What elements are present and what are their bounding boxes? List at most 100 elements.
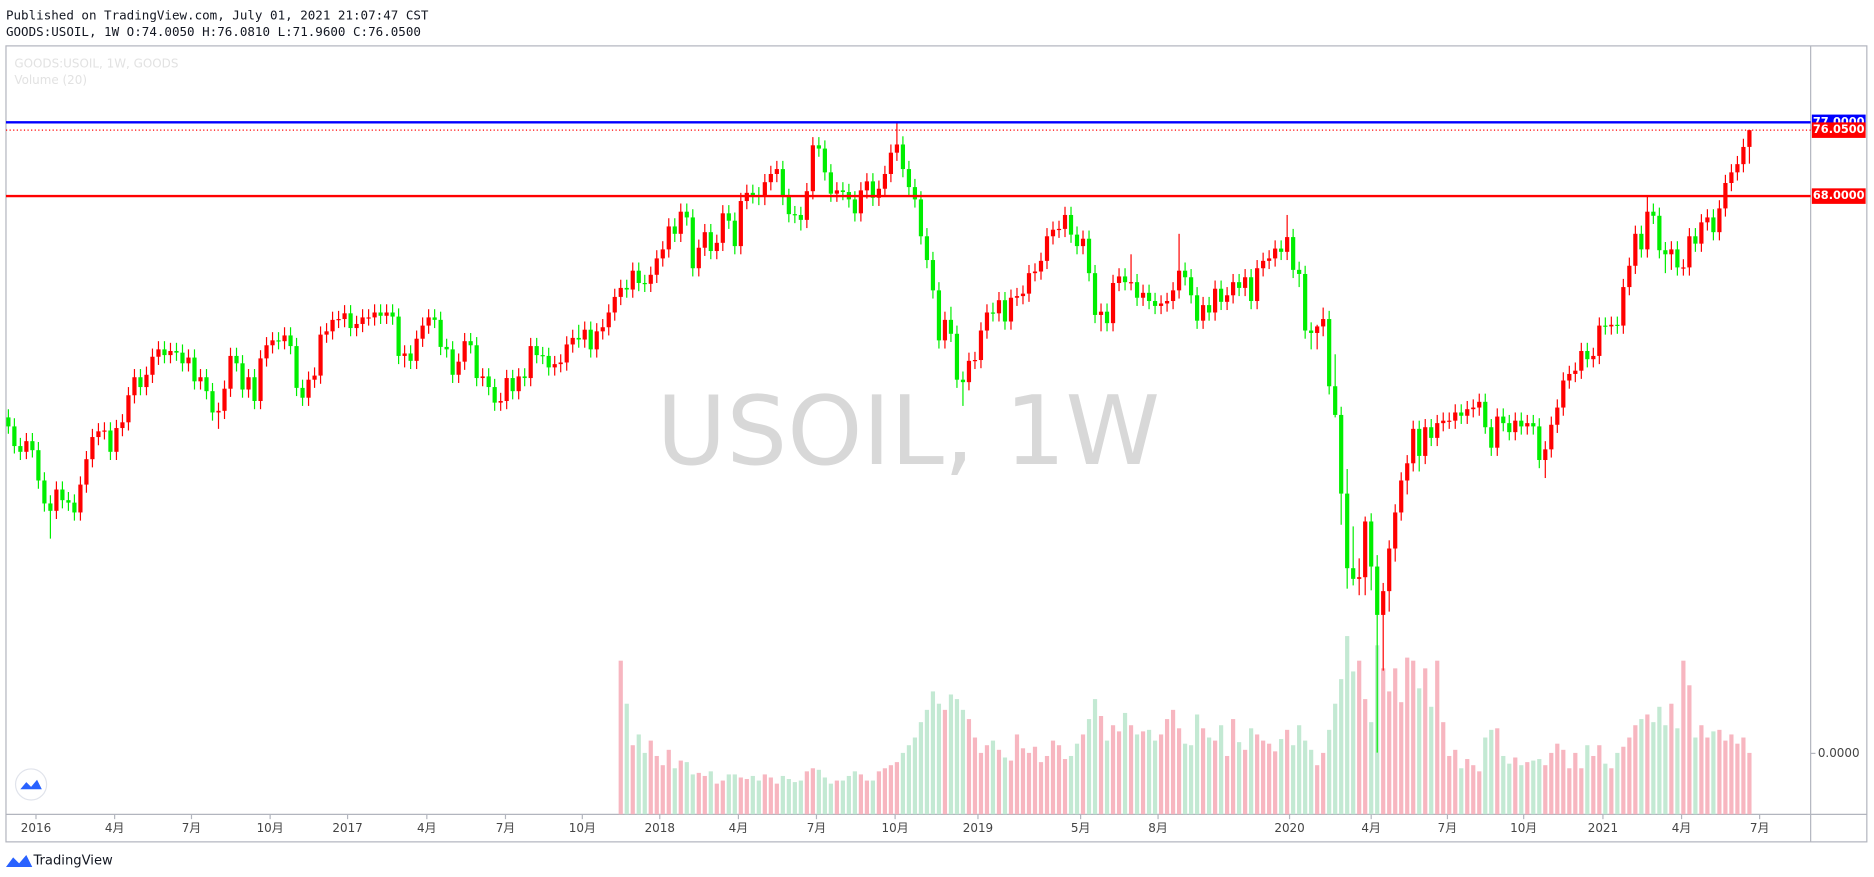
x-tick-label: 5月 — [1071, 821, 1091, 835]
candle-body — [54, 489, 59, 511]
candle-body — [264, 345, 269, 359]
volume-bar — [1585, 745, 1590, 815]
candle-body — [810, 145, 815, 192]
x-tick-label: 7月 — [1438, 821, 1458, 835]
candle-body — [60, 489, 65, 501]
volume-bar — [1591, 755, 1596, 815]
x-tick-label: 10月 — [1510, 821, 1537, 835]
candle-body — [870, 181, 875, 198]
candle-body — [576, 337, 581, 340]
volume-bar — [1104, 740, 1110, 815]
volume-bar — [1441, 722, 1446, 815]
candle-body — [246, 377, 251, 390]
volume-bar — [1098, 716, 1104, 815]
candle-body — [18, 446, 23, 452]
volume-bar — [708, 771, 713, 815]
brand-icon — [5, 855, 33, 867]
candle-body — [1495, 416, 1500, 448]
x-tick-label: 4月 — [417, 821, 437, 835]
candle-body — [1050, 229, 1056, 237]
volume-bar — [672, 768, 677, 815]
volume-bar — [1086, 719, 1092, 815]
volume-bar — [1249, 728, 1254, 815]
volume-bar — [1176, 728, 1182, 815]
candle-body — [90, 437, 95, 460]
volume-bar — [1567, 768, 1572, 815]
logo-circle[interactable] — [14, 768, 48, 801]
volume-bar — [1681, 660, 1686, 815]
volume-bar — [1267, 743, 1272, 815]
candle-body — [438, 319, 443, 347]
volume-bar — [1423, 668, 1428, 815]
candle-body — [462, 341, 467, 362]
candle-body — [1663, 250, 1668, 255]
candle-body — [1381, 591, 1386, 615]
candle-body — [186, 357, 191, 364]
candle-body — [1285, 237, 1290, 252]
volume-bar — [1543, 765, 1548, 815]
candle-body — [1044, 236, 1050, 261]
candle-body — [1645, 211, 1650, 250]
volume-bar — [1110, 725, 1116, 815]
volume-bar — [1381, 668, 1386, 815]
candle-body — [102, 430, 107, 432]
volume-bar — [654, 755, 659, 815]
volume-bar — [1465, 759, 1470, 815]
candle-body — [876, 188, 881, 198]
candle-body — [1435, 423, 1440, 438]
volume-bar — [816, 769, 821, 815]
volume-bar — [1032, 746, 1038, 815]
legend-volume: Volume (20) — [14, 73, 87, 87]
tv-logo-button[interactable] — [14, 768, 48, 801]
candle-body — [300, 387, 305, 398]
candle-body — [330, 319, 335, 332]
candle-body — [732, 220, 737, 247]
candle-body — [360, 317, 365, 324]
volume-bar — [1477, 771, 1482, 815]
volume-bar — [846, 775, 851, 815]
candle-body — [516, 376, 521, 392]
candle-body — [1483, 401, 1488, 428]
candle-body — [1134, 282, 1140, 298]
candle-body — [198, 377, 203, 382]
candle-body — [192, 357, 197, 382]
volume-bar — [1014, 734, 1020, 815]
candle-body — [1741, 146, 1746, 165]
logo-icon[interactable] — [20, 779, 42, 790]
x-tick-label: 2018 — [645, 821, 675, 835]
volume-bar — [624, 703, 629, 815]
candle-body — [1519, 420, 1524, 427]
volume-bar — [1080, 734, 1086, 815]
candle-body — [324, 331, 329, 335]
candle-body — [1315, 326, 1320, 333]
candle-body — [168, 351, 173, 356]
chart-frame — [5, 45, 1868, 843]
volume-bar — [1285, 729, 1290, 815]
candle-body — [1249, 277, 1254, 302]
candle-body — [1062, 214, 1068, 229]
candle-body — [534, 346, 539, 356]
candle-body — [66, 500, 71, 503]
y-tick-label: 0.0000 — [1818, 746, 1860, 760]
candle-body — [1086, 238, 1092, 274]
candle-body — [180, 352, 185, 364]
candle-body — [1333, 386, 1338, 415]
volume-bar — [1531, 760, 1536, 815]
volume-bar — [768, 777, 773, 815]
volume-bar — [1182, 743, 1188, 815]
candle-body — [114, 428, 119, 452]
volume-bar — [774, 783, 779, 815]
candle-body — [42, 480, 47, 504]
x-tick-label: 2021 — [1588, 821, 1618, 835]
candle-body — [654, 258, 659, 275]
candle-body — [1321, 319, 1326, 327]
candle-body — [702, 232, 707, 248]
volume-bar — [684, 762, 689, 815]
volume-bar — [960, 709, 966, 815]
candle-body — [342, 313, 347, 320]
candle-body — [24, 441, 29, 452]
candle-body — [894, 144, 900, 153]
volume-bar — [1405, 657, 1410, 815]
volume-bar — [1639, 719, 1644, 815]
candle-body — [900, 144, 906, 170]
